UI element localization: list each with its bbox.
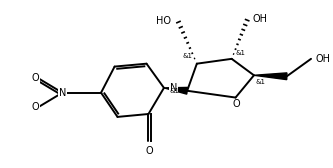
Text: N: N — [170, 83, 177, 93]
Text: O: O — [31, 102, 39, 112]
Text: &1: &1 — [256, 79, 266, 85]
Text: O: O — [233, 99, 240, 110]
Text: O: O — [31, 73, 39, 83]
Text: OH: OH — [316, 54, 331, 64]
Text: OH: OH — [252, 14, 267, 24]
Polygon shape — [254, 73, 287, 80]
Text: HO: HO — [156, 16, 171, 26]
Polygon shape — [164, 87, 187, 94]
Text: N: N — [59, 88, 66, 98]
Text: &1: &1 — [235, 50, 245, 56]
Text: O: O — [146, 146, 153, 156]
Text: &1: &1 — [169, 88, 179, 94]
Text: &1: &1 — [182, 53, 192, 59]
